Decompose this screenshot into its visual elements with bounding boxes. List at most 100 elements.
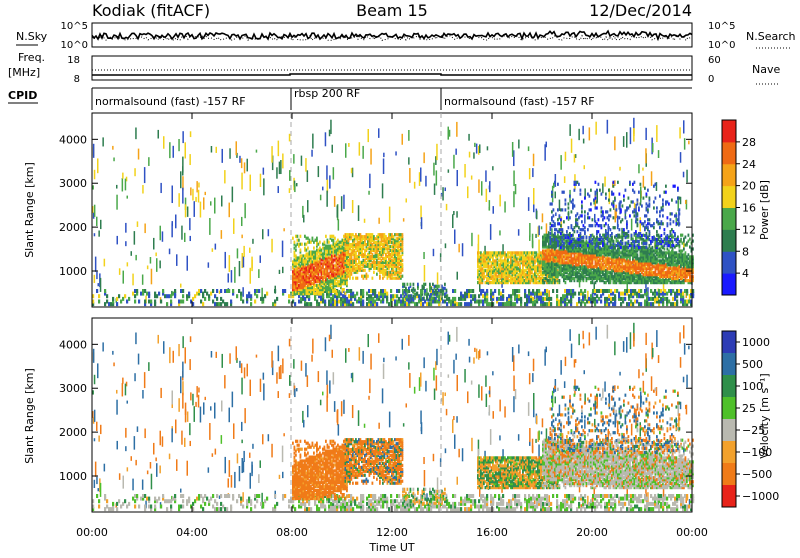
scatter-cell — [462, 294, 464, 298]
scatter-cell — [333, 167, 335, 179]
scatter-cell — [162, 231, 164, 241]
scatter-cell — [672, 302, 674, 306]
scatter-cell — [112, 146, 114, 150]
scatter-cell — [414, 297, 416, 300]
scatter-cell — [532, 289, 534, 293]
scatter-cell — [225, 252, 227, 268]
scatter-cell — [634, 289, 636, 293]
scatter-cell — [337, 205, 339, 217]
scatter-cell — [134, 168, 136, 176]
scatter-cell — [499, 195, 501, 207]
scatter-cell — [672, 289, 674, 293]
scatter-cell — [442, 187, 444, 200]
scatter-cell — [357, 277, 359, 280]
scatter-cell — [203, 197, 205, 209]
scatter-cell — [343, 288, 345, 291]
scatter-cell — [166, 294, 168, 298]
scatter-cell — [218, 302, 220, 306]
scatter-cell — [551, 281, 553, 284]
scatter-cell — [132, 274, 134, 286]
scatter-cell — [612, 297, 614, 301]
scatter-cell — [478, 179, 480, 192]
scatter-cell — [209, 218, 211, 235]
scatter-cell — [604, 297, 606, 301]
scatter-cell — [656, 125, 658, 142]
scatter-cell — [464, 292, 466, 296]
scatter-cell — [602, 289, 604, 293]
scatter-cell — [645, 148, 647, 163]
scatter-cell — [490, 224, 492, 240]
scatter-cell — [402, 275, 404, 278]
scatter-cell — [498, 297, 500, 301]
scatter-cell — [325, 235, 327, 238]
scatter-cell — [316, 300, 318, 304]
scatter-cell — [660, 289, 662, 293]
scatter-cell — [632, 302, 634, 306]
scatter-cell — [98, 300, 100, 304]
scatter-cell — [352, 277, 354, 280]
scatter-cell — [192, 189, 194, 201]
scatter-cell — [211, 146, 213, 153]
scatter-cell — [445, 243, 447, 248]
scatter-cell — [136, 289, 138, 293]
scatter-cell — [229, 255, 231, 272]
scatter-cell — [198, 190, 200, 203]
scatter-cell — [366, 297, 368, 301]
scatter-cell — [214, 198, 216, 214]
scatter-cell — [175, 215, 177, 229]
scatter-cell — [348, 289, 350, 293]
scatter-cell — [644, 289, 646, 293]
scatter-cell — [198, 183, 200, 188]
scatter-cell — [566, 289, 568, 293]
scatter-cell — [126, 300, 128, 304]
scatter-cell — [364, 269, 366, 272]
scatter-cell — [289, 170, 291, 181]
scatter-cell — [600, 289, 602, 293]
scatter-cell — [493, 206, 495, 214]
scatter-cell — [569, 124, 571, 136]
scatter-cell — [278, 141, 280, 157]
scatter-cell — [380, 300, 382, 304]
scatter-cell — [535, 234, 537, 238]
scatter-cell — [189, 218, 191, 230]
scatter-cell — [467, 186, 469, 198]
scatter-cell — [364, 219, 366, 223]
scatter-cell — [608, 302, 610, 306]
beam-title: Beam 15 — [356, 1, 428, 20]
scatter-cell — [220, 302, 222, 306]
scatter-cell — [96, 272, 98, 279]
scatter-cell — [200, 202, 202, 218]
scatter-cell — [666, 297, 668, 301]
scatter-cell — [258, 289, 260, 293]
scatter-cell — [410, 299, 412, 302]
scatter-cell — [652, 143, 654, 152]
scatter-cell — [674, 302, 676, 306]
scatter-cell — [556, 294, 558, 298]
scatter-cell — [420, 206, 422, 219]
scatter-cell — [232, 289, 234, 293]
scatter-cell — [532, 168, 534, 177]
scatter-cell — [222, 300, 224, 304]
scatter-cell — [420, 168, 422, 182]
scatter-cell — [538, 226, 540, 236]
scatter-cell — [134, 294, 136, 298]
scatter-cell — [558, 300, 560, 304]
scatter-cell — [614, 180, 616, 186]
scatter-cell — [236, 141, 238, 155]
scatter-cell — [156, 258, 158, 272]
scatter-cell — [242, 287, 244, 297]
scatter-cell — [144, 224, 146, 234]
scatter-cell — [559, 279, 561, 282]
scatter-cell — [300, 249, 302, 252]
scatter-cell — [204, 297, 206, 301]
scatter-cell — [494, 289, 496, 293]
scatter-cell — [438, 285, 440, 288]
scatter-cell — [458, 302, 460, 306]
scatter-cell — [626, 132, 628, 148]
scatter-cell — [650, 289, 652, 293]
scatter-cell — [348, 300, 350, 304]
scatter-cell — [184, 233, 186, 242]
scatter-cell — [96, 217, 98, 226]
scatter-cell — [654, 289, 656, 293]
scatter-cell — [112, 297, 114, 301]
